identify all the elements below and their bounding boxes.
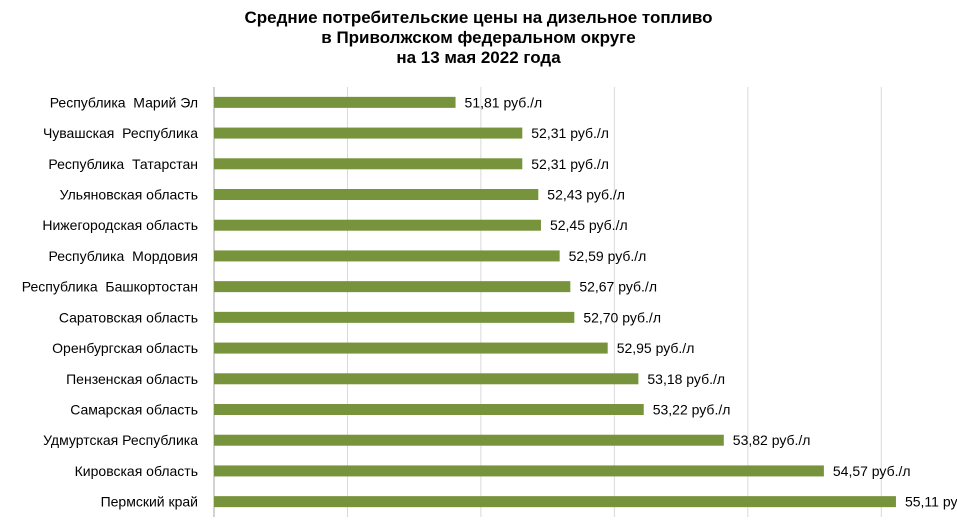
category-label: Удмуртская Республика bbox=[43, 432, 198, 448]
bar bbox=[214, 404, 644, 415]
category-label: Нижегородская область bbox=[42, 217, 198, 233]
category-label: Республика Марий Эл bbox=[50, 94, 198, 110]
category-label: Республика Мордовия bbox=[49, 248, 199, 264]
bar bbox=[214, 281, 571, 293]
bar bbox=[214, 158, 523, 170]
data-label: 52,95 руб./л bbox=[617, 340, 695, 356]
category-label: Ульяновская область bbox=[60, 187, 198, 203]
data-label: 53,22 руб./л bbox=[653, 402, 731, 418]
data-label: 53,18 руб./л bbox=[647, 371, 725, 387]
category-label: Саратовская область bbox=[59, 309, 198, 325]
category-label: Республика Татарстан bbox=[48, 156, 198, 172]
value-labels: 51,81 руб./л 52,31 руб./л 52,31 руб./л 52,4… bbox=[465, 94, 957, 509]
category-label: Оренбургская область bbox=[52, 340, 198, 356]
bar bbox=[214, 342, 608, 354]
gridlines bbox=[213, 87, 882, 517]
chart-title-line: на 13 мая 2022 года bbox=[396, 48, 561, 67]
data-label: 55,11 руб./л bbox=[905, 494, 957, 510]
bar bbox=[214, 96, 456, 108]
bars bbox=[214, 96, 896, 508]
data-label: 52,59 руб./л bbox=[569, 248, 647, 264]
chart-title-line: в Приволжском федеральном округе bbox=[321, 28, 636, 47]
data-label: 52,31 руб./л bbox=[531, 156, 609, 172]
bar bbox=[214, 465, 824, 477]
chart-title-line: Средние потребительские цены на дизельно… bbox=[244, 8, 713, 27]
bar bbox=[214, 250, 560, 262]
data-label: 53,82 руб./л bbox=[733, 432, 811, 448]
category-label: Самарская область bbox=[70, 402, 198, 418]
data-label: 52,70 руб./л bbox=[583, 309, 661, 325]
category-label: Кировская область bbox=[75, 463, 198, 479]
bar bbox=[214, 434, 724, 446]
category-label: Пермский край bbox=[101, 494, 198, 510]
category-label: Пензенская область bbox=[66, 371, 198, 387]
category-label: Чувашская Республика bbox=[43, 125, 198, 141]
data-label: 51,81 руб./л bbox=[465, 94, 543, 110]
category-labels: Республика Марий Эл Чувашская Республика Р… bbox=[22, 94, 198, 509]
bar bbox=[214, 219, 541, 231]
bar bbox=[214, 311, 575, 323]
category-label: Республика Башкортостан bbox=[22, 279, 198, 295]
chart-title: Средние потребительские цены на дизельно… bbox=[0, 8, 957, 68]
bar bbox=[214, 373, 639, 385]
bar bbox=[214, 189, 539, 200]
bar bbox=[214, 127, 523, 139]
data-label: 52,31 руб./л bbox=[531, 125, 609, 141]
data-label: 52,45 руб./л bbox=[550, 217, 628, 233]
data-label: 54,57 руб./л bbox=[833, 463, 911, 479]
bar bbox=[214, 496, 896, 508]
data-label: 52,43 руб./л bbox=[547, 187, 625, 203]
data-label: 52,67 руб./л bbox=[579, 279, 657, 295]
